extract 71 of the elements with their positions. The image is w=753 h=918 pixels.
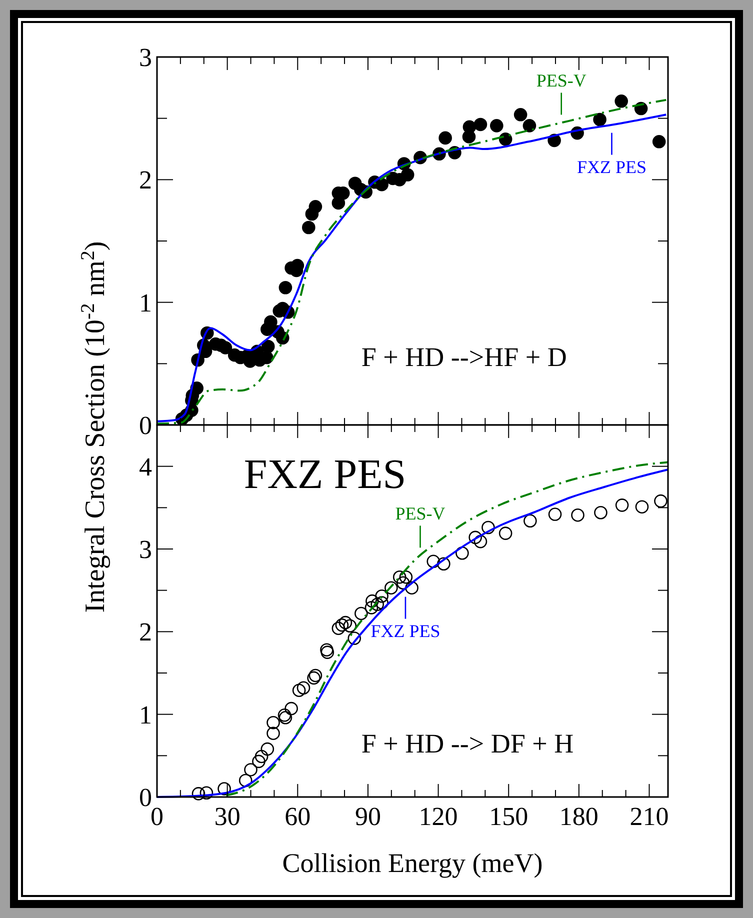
point	[335, 618, 349, 632]
y-tick-label: 2	[139, 618, 152, 647]
y-tick-label: 1	[139, 700, 152, 730]
series-label: PES-V	[395, 504, 446, 524]
annotation: FXZ PES	[244, 452, 406, 498]
point	[292, 684, 306, 698]
x-tick-label: 30	[214, 802, 240, 831]
y-tick-label: 0	[139, 783, 152, 812]
point	[615, 498, 629, 512]
point	[308, 668, 322, 682]
point	[238, 774, 252, 788]
point	[244, 763, 258, 776]
point	[343, 619, 357, 633]
point	[364, 601, 378, 614]
point	[548, 508, 562, 521]
x-tick-label: 150	[489, 802, 528, 831]
point	[320, 646, 334, 659]
annotation: F + HD -->HF + D	[361, 342, 567, 372]
series-label: PES-V	[536, 70, 586, 91]
point	[426, 554, 440, 568]
legend-label: FXZ PES	[576, 156, 647, 177]
y-tick-label: 2	[139, 166, 152, 195]
point	[338, 616, 352, 630]
point	[635, 500, 649, 514]
point	[456, 546, 469, 560]
point	[498, 526, 512, 540]
point	[392, 570, 406, 584]
point	[284, 702, 298, 716]
y-tick-label: 1	[139, 288, 152, 318]
point	[348, 632, 362, 645]
point	[366, 594, 379, 608]
point	[474, 534, 488, 548]
point	[399, 570, 413, 584]
legend-label: FXZ PES	[370, 620, 440, 641]
point	[332, 622, 346, 636]
point	[468, 530, 482, 544]
point	[654, 494, 668, 508]
y-tick-label: 4	[139, 452, 152, 482]
point	[296, 681, 310, 695]
x-tick-label: 120	[418, 802, 458, 831]
x-tick-label: 90	[354, 802, 381, 831]
point	[307, 671, 320, 685]
point	[278, 710, 292, 724]
x-tick-label: 180	[559, 802, 598, 831]
x-axis-title: Collision Energy (meV)	[282, 848, 543, 878]
x-tick-label: 60	[284, 802, 311, 831]
point	[260, 742, 274, 756]
point	[437, 557, 450, 571]
point	[354, 606, 368, 620]
point	[266, 726, 280, 740]
point	[320, 643, 334, 657]
point	[200, 786, 214, 800]
point	[192, 787, 206, 800]
y-tick-label: 3	[139, 535, 152, 564]
x-tick-label: 210	[630, 802, 669, 831]
point	[384, 581, 398, 595]
point	[524, 514, 537, 528]
point	[594, 506, 608, 520]
point	[252, 754, 266, 768]
point	[375, 589, 388, 603]
y-tick-label: 0	[139, 411, 152, 440]
point	[482, 520, 495, 534]
point	[405, 581, 418, 595]
point	[254, 750, 268, 764]
y-tick-label: 3	[139, 43, 152, 72]
annotation: F + HD --> DF + H	[361, 728, 574, 758]
point	[370, 598, 384, 612]
point	[266, 716, 280, 730]
point	[218, 782, 231, 796]
point	[278, 708, 292, 722]
point	[571, 508, 584, 522]
